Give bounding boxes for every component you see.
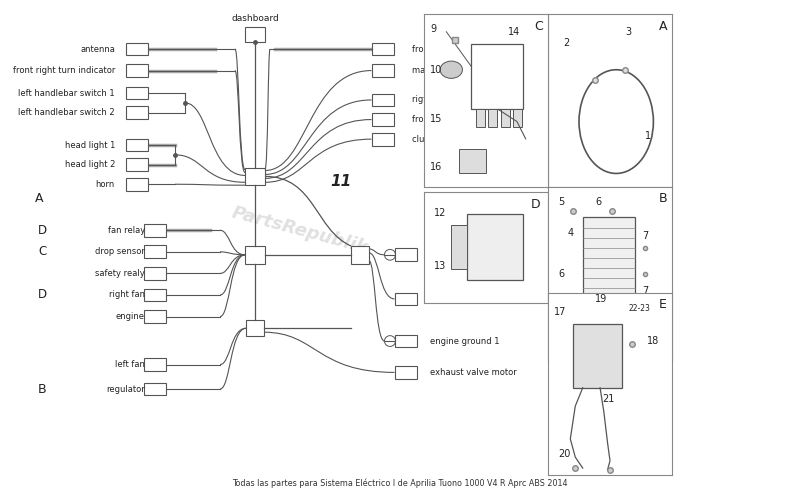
Bar xyxy=(144,267,166,280)
Bar xyxy=(372,94,394,106)
Bar xyxy=(144,310,166,323)
Bar xyxy=(395,293,417,305)
Text: E: E xyxy=(427,64,435,77)
Bar xyxy=(372,43,394,55)
Text: A: A xyxy=(35,193,43,205)
Bar xyxy=(144,358,166,371)
Bar xyxy=(126,87,148,99)
Bar xyxy=(395,335,417,347)
Text: regulator: regulator xyxy=(106,385,145,393)
Text: horn: horn xyxy=(96,180,115,189)
Text: rigth handlebar switch: rigth handlebar switch xyxy=(412,96,507,104)
Bar xyxy=(126,43,148,55)
Bar xyxy=(372,113,394,126)
Text: head light 2: head light 2 xyxy=(65,160,115,169)
Text: C: C xyxy=(38,245,46,258)
Bar xyxy=(351,246,369,264)
Bar xyxy=(245,168,265,185)
Bar xyxy=(395,366,417,379)
Text: 11: 11 xyxy=(330,174,351,189)
Text: oil press sensor: oil press sensor xyxy=(430,294,496,303)
Text: front brake switch: front brake switch xyxy=(412,115,488,124)
Text: main switch: main switch xyxy=(412,66,462,75)
Text: left fan: left fan xyxy=(115,360,145,369)
Text: left handlebar switch 1: left handlebar switch 1 xyxy=(18,89,115,98)
Bar xyxy=(126,139,148,151)
Text: left handlebar switch 2: left handlebar switch 2 xyxy=(18,108,115,117)
Bar xyxy=(126,178,148,191)
Text: drop sensor: drop sensor xyxy=(95,247,145,256)
Bar xyxy=(144,245,166,258)
Text: front left turn indicator: front left turn indicator xyxy=(412,45,508,53)
Bar xyxy=(144,224,166,237)
Text: B: B xyxy=(38,383,46,395)
Text: D: D xyxy=(38,289,47,301)
Text: antenna: antenna xyxy=(80,45,115,53)
Bar xyxy=(245,27,265,42)
Text: PartsRepublik: PartsRepublik xyxy=(230,203,370,257)
Bar xyxy=(144,289,166,301)
Bar xyxy=(395,248,417,261)
Text: head light 1: head light 1 xyxy=(65,141,115,149)
Bar xyxy=(126,158,148,171)
Text: engine: engine xyxy=(116,312,145,321)
Text: dashboard: dashboard xyxy=(231,14,279,23)
Text: exhaust valve motor: exhaust valve motor xyxy=(430,368,517,377)
Bar xyxy=(126,106,148,119)
Text: right fan: right fan xyxy=(109,291,145,299)
Text: D: D xyxy=(38,224,47,237)
Text: starter motor: starter motor xyxy=(430,250,486,259)
Text: fan relay: fan relay xyxy=(108,226,145,235)
Text: engine ground 1: engine ground 1 xyxy=(430,337,499,345)
Bar xyxy=(245,246,265,264)
Bar xyxy=(126,64,148,77)
Bar xyxy=(246,320,264,336)
Text: Todas las partes para Sistema Eléctrico I de Aprilia Tuono 1000 V4 R Aprc ABS 20: Todas las partes para Sistema Eléctrico … xyxy=(232,478,568,488)
Text: safety realy: safety realy xyxy=(95,269,145,278)
Bar xyxy=(372,133,394,146)
Text: clutch switch: clutch switch xyxy=(412,135,467,144)
Bar xyxy=(372,64,394,77)
Text: front right turn indicator: front right turn indicator xyxy=(13,66,115,75)
Bar xyxy=(144,383,166,395)
